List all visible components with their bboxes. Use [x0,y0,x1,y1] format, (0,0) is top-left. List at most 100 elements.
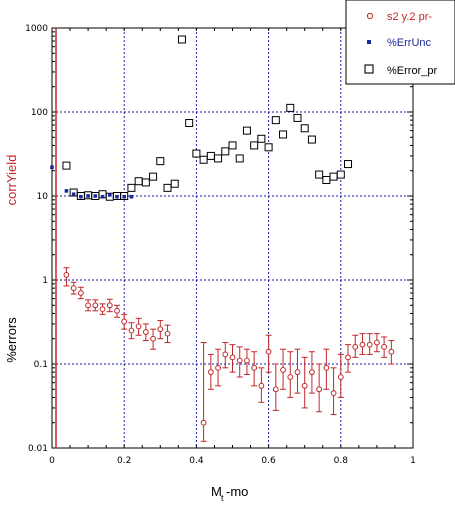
series3-point [323,177,330,184]
series1-point [71,286,76,291]
x-axis-label-rest: -mo [226,484,248,499]
series3-point [280,131,287,138]
series3-point [287,104,294,111]
y-tick-label: 1000 [25,24,48,34]
x-tick-label: 0.4 [189,456,204,466]
legend-label-series3: %Error_pr [387,65,437,77]
series2-point [122,195,126,199]
series2-point [72,192,76,196]
series1-point [317,387,322,392]
series3-point [316,171,323,178]
series1-point [237,358,242,363]
series1-point [252,365,257,370]
series1-point [389,349,394,354]
series1-point [360,342,365,347]
legend: s2 y.2 pr- %ErrUnc %Error_pr [346,0,455,84]
series2-point [108,193,112,197]
series2-point [50,165,54,169]
series1-point [302,383,307,388]
series3-point [171,180,178,187]
y-tick-label: 100 [31,108,48,118]
series1-point [338,375,343,380]
series3-point [258,135,265,142]
x-axis-label: M t -mo [211,484,248,503]
series3-point [265,144,272,151]
series3-point [63,162,70,169]
legend-marker-series2 [367,40,371,44]
series1-point [129,328,134,333]
series2-point [65,189,69,193]
x-tick-label: 0 [49,456,55,466]
series3-point [294,114,301,121]
series1-point [266,349,271,354]
legend-label-series1: s2 y.2 pr- [387,11,432,23]
series1-point [86,303,91,308]
y-axis-label-bottom: %errors [4,317,19,363]
series1-point [273,387,278,392]
series1-point [122,319,127,324]
series3-point [243,127,250,134]
series1-point [353,344,358,349]
series2-point [79,195,83,199]
series2-point [94,194,98,198]
series3-point [301,125,308,132]
series1-point [165,331,170,336]
y-tick-label: 0.01 [28,444,48,454]
series1-point [201,420,206,425]
series3-point [178,36,185,43]
series1-point [158,327,163,332]
series1-point [107,303,112,308]
series3-point [150,173,157,180]
series2-point [101,195,105,199]
y-tick-label: 0.1 [34,360,48,370]
series1-point [223,352,228,357]
series1-point [208,370,213,375]
y-tick-label: 1 [42,276,48,286]
series2-point [86,194,90,198]
series3-point [337,171,344,178]
series1-point [230,355,235,360]
series1-point [115,308,120,313]
series3-point [207,152,214,159]
series3-point [229,142,236,149]
series1-point [367,342,372,347]
series3-point [186,119,193,126]
series3-point [308,136,315,143]
series1-point [288,375,293,380]
x-tick-label: 0.2 [117,456,131,466]
series1-point [295,370,300,375]
series1-point [382,344,387,349]
series1-point [136,324,141,329]
series3-point [193,150,200,157]
legend-label-series2: %ErrUnc [387,37,432,49]
series3-point [251,142,258,149]
series1-point [64,273,69,278]
series1-point [100,307,105,312]
x-tick-label: 1 [410,456,416,466]
series3-point [272,117,279,124]
x-axis-label-sub: t [221,493,224,503]
series1-point [324,365,329,370]
series1-point [93,303,98,308]
series3-point [142,179,149,186]
series2-point [115,195,119,199]
series1-point [331,391,336,396]
series1-point [375,340,380,345]
series1-point [245,358,250,363]
series3-point [345,161,352,168]
series1-point [151,336,156,341]
series3-point [135,178,142,185]
series3-point [215,155,222,162]
series1-point [216,365,221,370]
series3-point [200,156,207,163]
y-tick-label: 10 [37,192,49,202]
series3-point [236,155,243,162]
series2-point [130,195,134,199]
series1-point [310,370,315,375]
plot-area [52,28,413,448]
series1-point [281,368,286,373]
y-axis-label-top: corrYield [4,155,19,206]
series1-point [143,330,148,335]
series1-point [78,291,83,296]
